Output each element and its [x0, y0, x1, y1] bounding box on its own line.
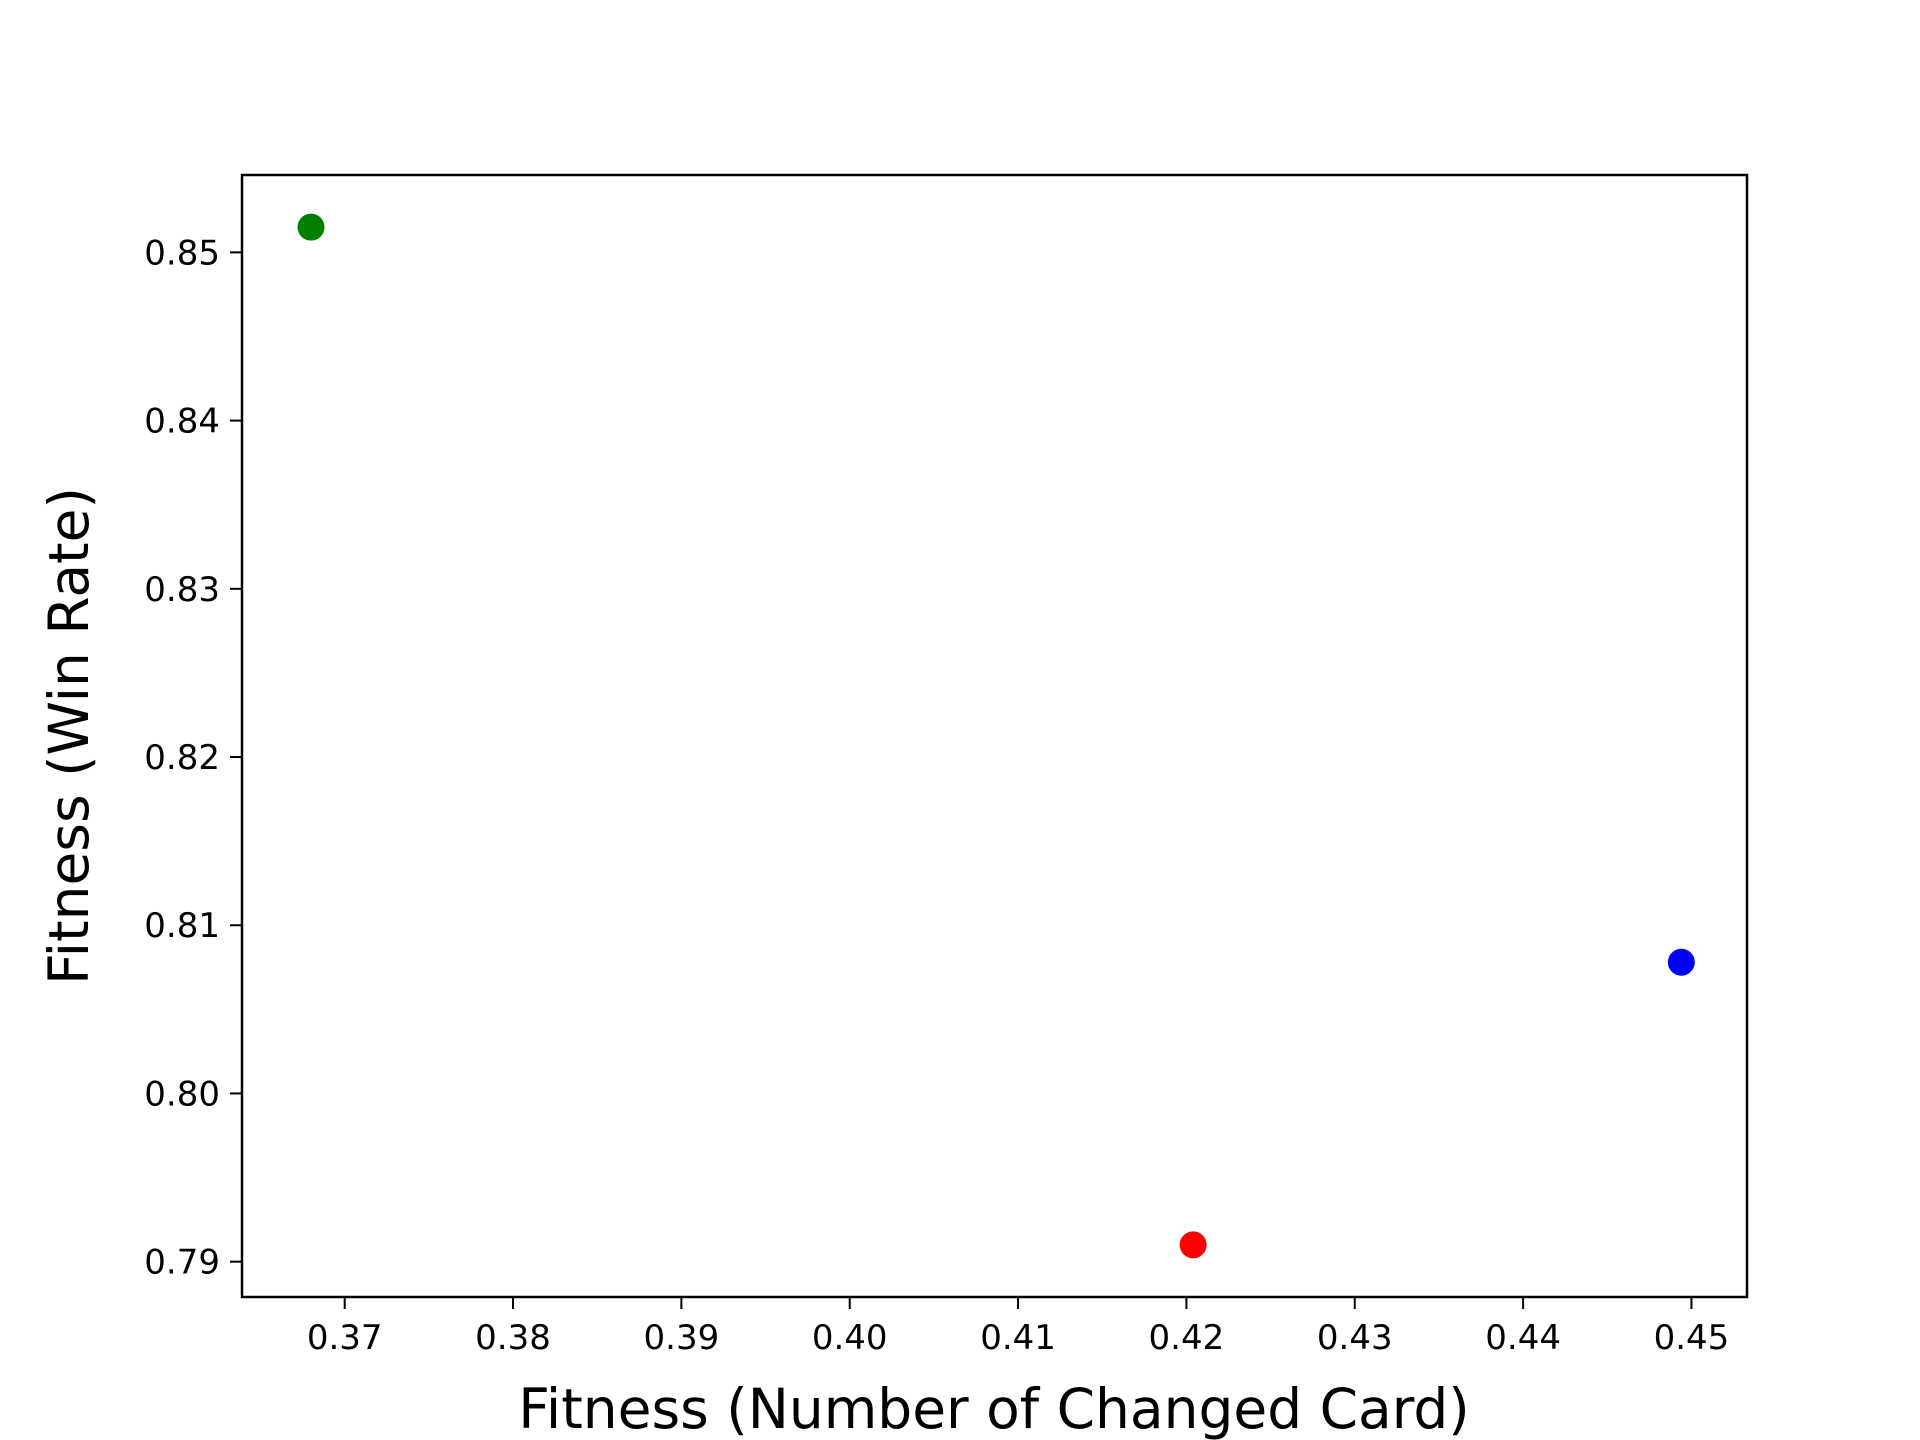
y-tick-label: 0.82: [144, 738, 220, 778]
x-axis-label: Fitness (Number of Changed Card): [518, 1377, 1469, 1440]
scatter-point: [1179, 1231, 1207, 1259]
y-tick-label: 0.84: [144, 402, 220, 442]
scatter-point: [297, 213, 325, 241]
x-axis-ticks: 0.37 0.38 0.39 0.40 0.41 0.42 0.43 0.44 0.45: [307, 1297, 1729, 1358]
y-tick-label: 0.79: [144, 1243, 220, 1283]
y-tick-label: 0.81: [144, 906, 220, 946]
y-tick-label: 0.80: [144, 1074, 220, 1114]
x-tick-label: 0.37: [307, 1318, 383, 1358]
y-axis-label: Fitness (Win Rate): [37, 487, 101, 985]
x-tick-label: 0.40: [812, 1318, 888, 1358]
y-tick-label: 0.83: [144, 570, 220, 610]
plot-area: [240, 173, 1749, 1299]
x-tick-label: 0.42: [1149, 1318, 1225, 1358]
y-tick-label: 0.85: [144, 233, 220, 273]
x-tick-label: 0.43: [1317, 1318, 1393, 1358]
x-tick-label: 0.44: [1485, 1318, 1561, 1358]
y-axis-ticks: 0.79 0.80 0.81 0.82 0.83 0.84 0.85: [144, 233, 242, 1283]
scatter-point: [1667, 948, 1695, 976]
x-tick-label: 0.41: [980, 1318, 1056, 1358]
x-tick-label: 0.38: [475, 1318, 551, 1358]
x-tick-label: 0.39: [644, 1318, 720, 1358]
data-points: [297, 213, 1695, 1259]
x-tick-label: 0.45: [1654, 1318, 1730, 1358]
